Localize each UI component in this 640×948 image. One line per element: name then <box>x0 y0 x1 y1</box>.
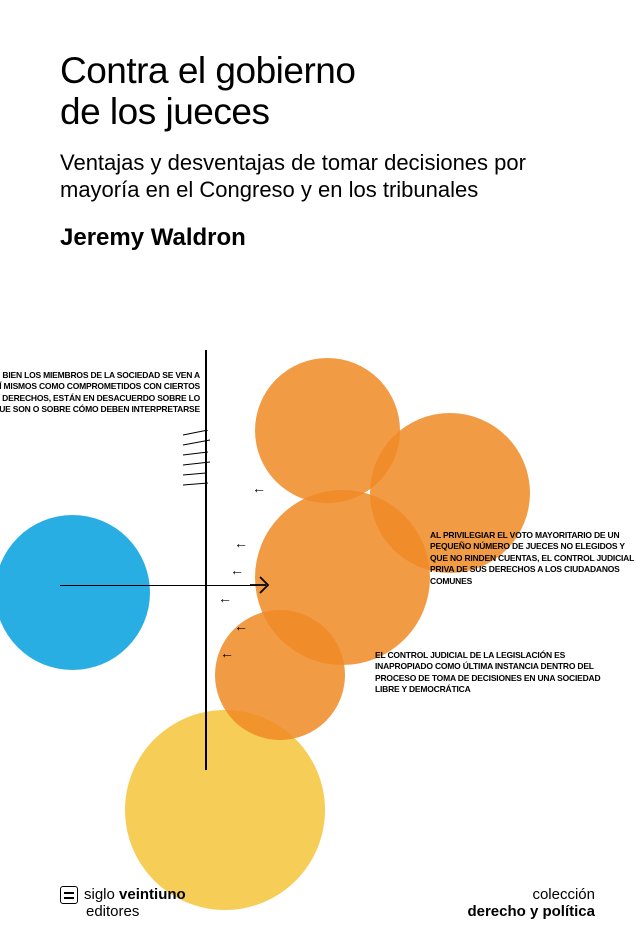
publisher-name-1a: siglo <box>84 886 115 903</box>
collection-name: derecho y política <box>467 903 595 920</box>
publisher-name-2: editores <box>86 903 139 920</box>
diagram-vertical-line <box>205 350 207 770</box>
small-arrow-icon-0: ← <box>252 480 266 496</box>
title-line-2: de los jueces <box>60 91 269 132</box>
small-arrow-icon-1: ← <box>234 535 248 551</box>
collection-label: colección <box>532 886 595 903</box>
title-line-1: Contra el gobierno <box>60 50 355 91</box>
publisher-block: siglo veintiuno editores <box>60 886 186 920</box>
small-arrow-icon-2: ← <box>230 562 244 578</box>
cover-diagram: SI BIEN LOS MIEMBROS DE LA SOCIEDAD SE V… <box>0 330 640 870</box>
publisher-logo-icon <box>60 886 78 904</box>
caption-bottom-right: EL CONTROL JUDICIAL DE LA LEGISLACIÓN ES… <box>375 650 605 696</box>
author-name: Jeremy Waldron <box>60 224 595 252</box>
book-cover: Contra el gobierno de los jueces Ventaja… <box>0 0 640 948</box>
diagram-circle-5 <box>125 710 325 910</box>
caption-mid-right: AL PRIVILEGIAR EL VOTO MAYORITARIO DE UN… <box>430 530 635 587</box>
collection-block: colección derecho y política <box>467 886 595 921</box>
caption-top-left: SI BIEN LOS MIEMBROS DE LA SOCIEDAD SE V… <box>0 370 200 416</box>
diagram-horizontal-line <box>60 585 260 586</box>
publisher-name-1b: veintiuno <box>115 886 186 903</box>
book-subtitle: Ventajas y desventajas de tomar decision… <box>60 149 540 204</box>
diagram-circle-0 <box>0 515 150 670</box>
small-arrow-icon-4: ← <box>234 618 248 634</box>
hatch-lines-icon <box>178 430 238 500</box>
diagram-circle-1 <box>255 358 400 503</box>
small-arrow-icon-5: ← <box>220 645 234 661</box>
small-arrow-icon-3: ← <box>218 590 232 606</box>
footer: siglo veintiuno editores colección derec… <box>0 886 640 921</box>
book-title: Contra el gobierno de los jueces <box>60 50 595 133</box>
